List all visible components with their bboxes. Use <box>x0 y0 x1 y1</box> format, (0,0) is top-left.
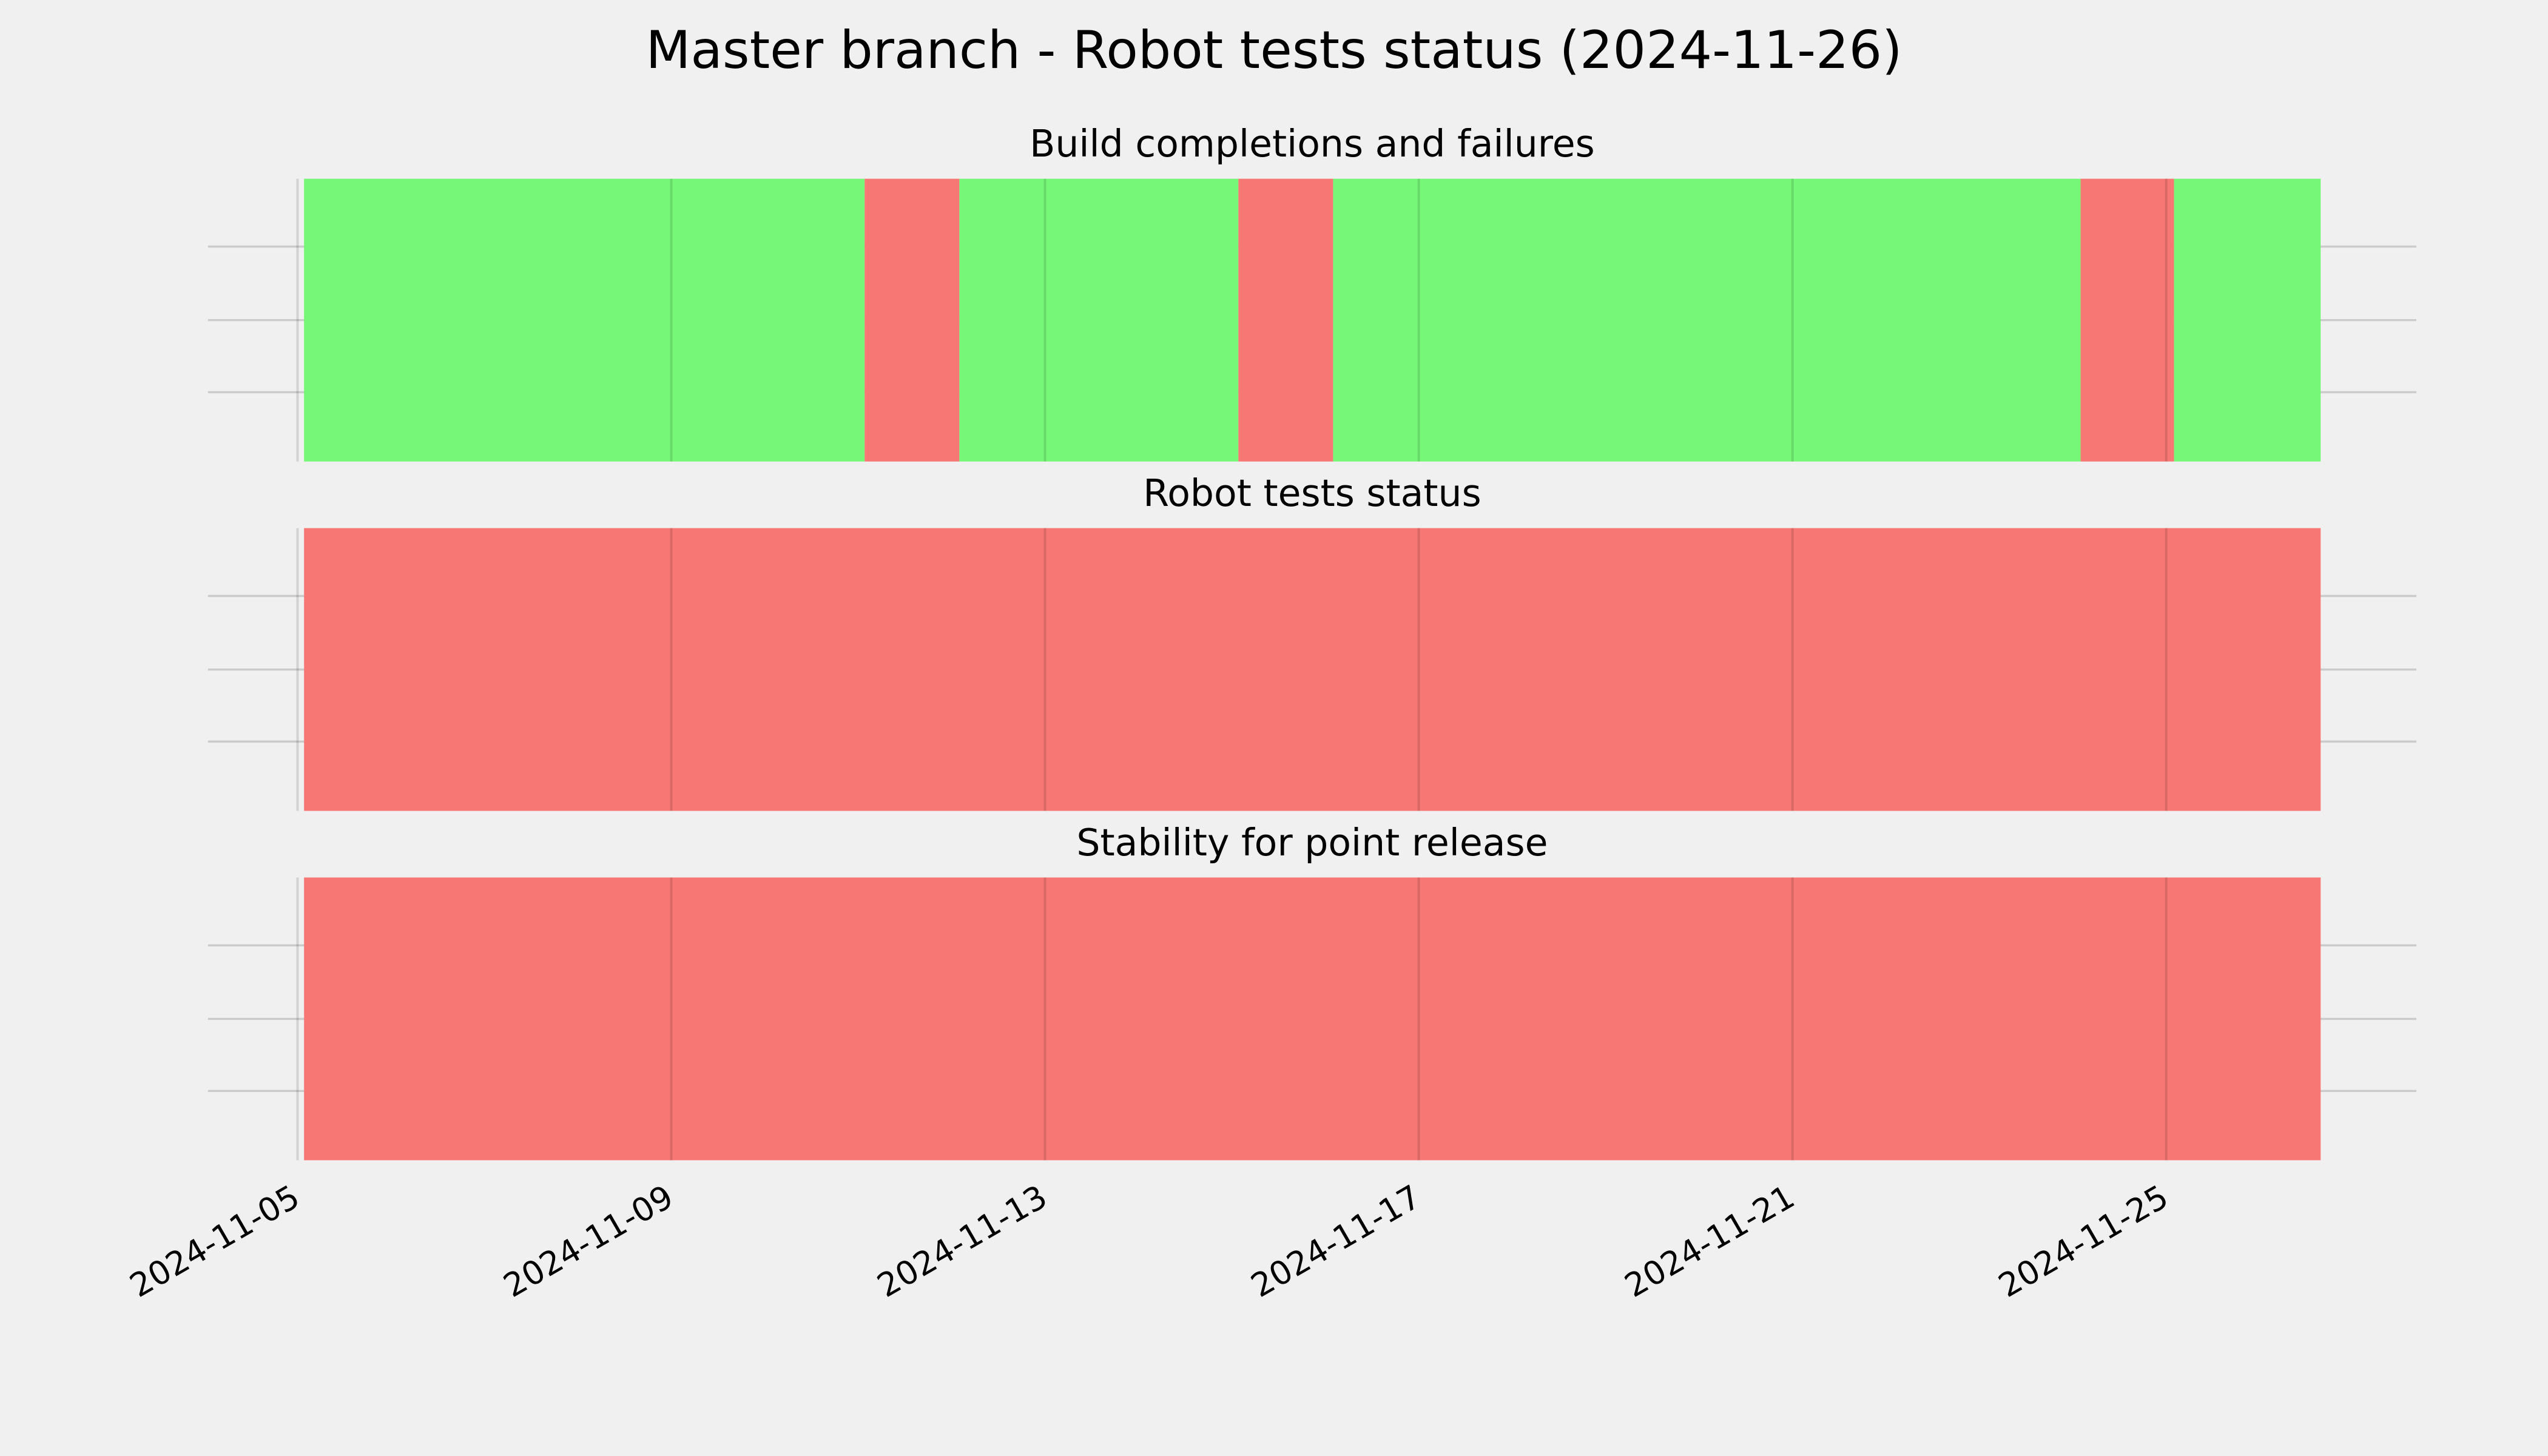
subplot-title: Robot tests status <box>1143 471 1481 515</box>
subplot-title: Build completions and failures <box>1030 122 1595 166</box>
subplot-title: Stability for point release <box>1076 821 1548 864</box>
status-segment <box>1238 178 1333 462</box>
status-segment <box>304 528 2321 811</box>
chart-title: Master branch - Robot tests status (2024… <box>645 20 1902 81</box>
status-segment <box>864 178 960 462</box>
status-segment <box>304 178 865 462</box>
status-segment <box>959 178 1239 462</box>
status-segment <box>2174 178 2321 462</box>
status-segment <box>1333 178 2081 462</box>
status-segment <box>2080 178 2174 462</box>
status-segment <box>304 877 2321 1161</box>
